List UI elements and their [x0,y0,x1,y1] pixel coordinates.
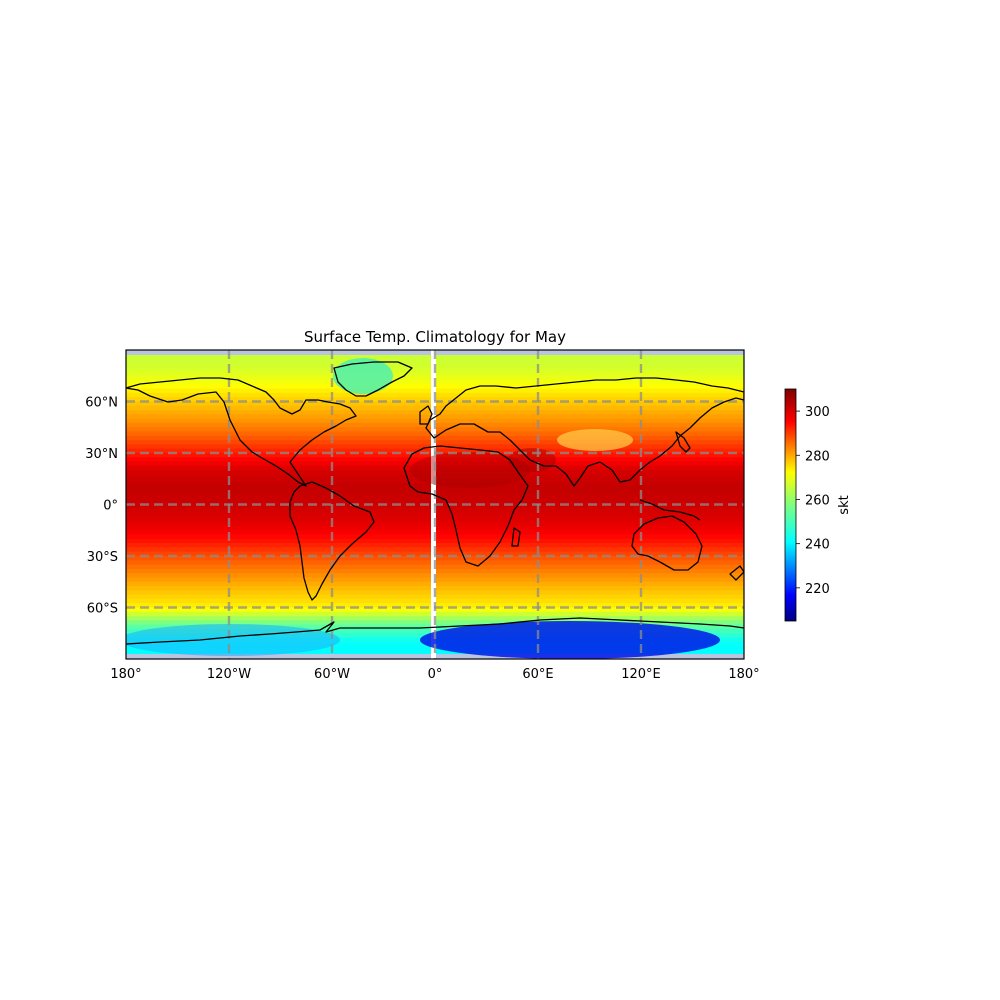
britain-coast [419,405,433,425]
chart-title: Surface Temp. Climatology for May [304,328,566,346]
gridlines [126,350,744,659]
australia-coast [631,515,703,571]
west-antarctica-region [126,624,340,656]
x-tick-label: 0° [428,667,443,682]
map-frame [125,349,745,660]
latitude-ticks: 60°N 30°N 0° 30°S 60°S [85,396,118,617]
eurasia-coast [425,377,744,487]
y-tick-label: 30°S [87,550,118,565]
sahara-hot-region [410,452,530,488]
x-tick-label: 180° [110,667,141,682]
colorbar-tick-label: 280 [805,449,830,464]
colorbar-tick-label: 300 [805,405,830,420]
colorbar-ticks: 220 240 260 280 300 [796,405,830,597]
tibet-plateau-region [557,429,633,451]
greenland-cold-region [333,358,393,394]
new-zealand-coast [729,565,744,581]
south-america-coast [289,481,375,601]
africa-coast [403,445,529,567]
antarctica-coast [126,617,744,645]
y-tick-label: 60°S [87,602,118,617]
x-tick-label: 60°W [314,667,350,682]
y-tick-label: 0° [103,499,118,514]
y-tick-label: 30°N [85,447,118,462]
north-america-coast [126,377,357,487]
madagascar-coast [511,527,521,547]
map-axes: 180° 120°W 60°W 0° 60°E 120°E 180° 60°N 30°N 0° 3… [85,349,760,682]
longitude-ticks: 180° 120°W 60°W 0° 60°E 120°E 180° [110,667,759,682]
x-tick-label: 180° [728,667,759,682]
coastlines [126,361,744,645]
x-tick-label: 120°E [621,667,661,682]
colorbar-tick-label: 240 [805,538,830,553]
greenland-coast [333,361,413,397]
colorbar: 220 240 260 280 300 skt [784,388,852,622]
y-tick-label: 60°N [85,396,118,411]
x-tick-label: 60°E [522,667,553,682]
colorbar-bar [784,388,797,622]
x-tick-label: 120°W [207,667,251,682]
colorbar-tick-label: 260 [805,493,830,508]
missing-data-seam [431,350,436,659]
indonesia-coast [639,499,701,521]
east-antarctica-region [420,621,720,659]
japan-coast [675,431,691,453]
colorbar-label: skt [837,495,852,514]
colorbar-tick-label: 220 [805,582,830,597]
